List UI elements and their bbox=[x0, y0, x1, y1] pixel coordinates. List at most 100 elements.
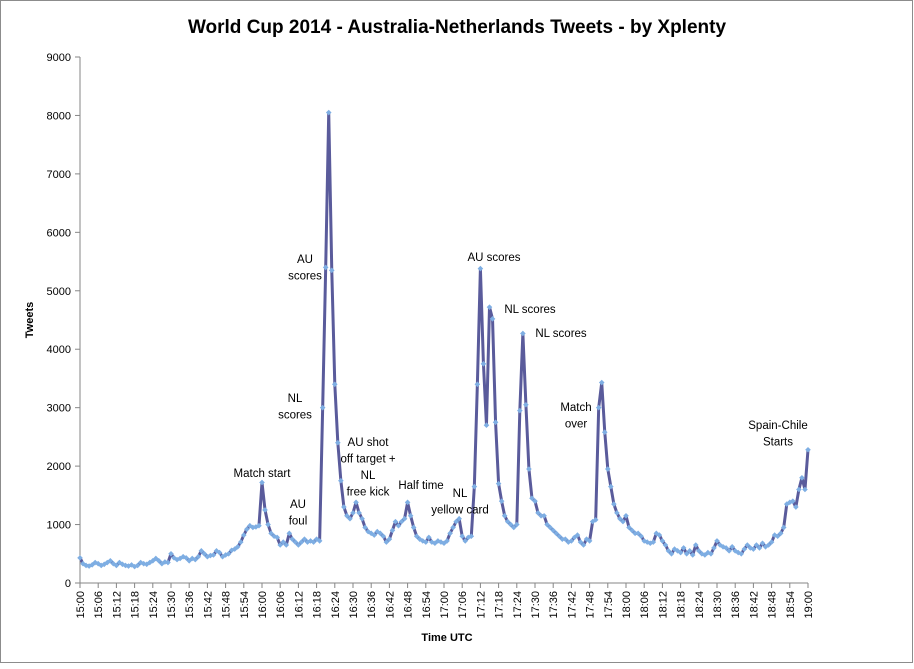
x-tick-label: 16:42 bbox=[384, 591, 396, 619]
data-point bbox=[423, 539, 429, 545]
x-tick-label: 16:18 bbox=[312, 591, 324, 619]
data-point bbox=[541, 512, 547, 519]
data-point bbox=[404, 499, 411, 506]
data-point bbox=[207, 552, 214, 559]
annotation: NL scores bbox=[535, 328, 587, 340]
data-point bbox=[350, 510, 356, 516]
data-point bbox=[359, 515, 365, 522]
x-tick-label: 15:12 bbox=[111, 591, 123, 619]
data-point bbox=[580, 542, 587, 548]
data-point bbox=[556, 533, 563, 540]
annotation: Match start bbox=[234, 468, 292, 480]
x-tick-label: 18:06 bbox=[639, 591, 651, 619]
y-tick-label: 5000 bbox=[47, 286, 71, 298]
data-point bbox=[547, 524, 553, 531]
x-tick-label: 17:30 bbox=[530, 591, 542, 619]
y-axis-title: Tweets bbox=[24, 302, 36, 338]
annotation: AU bbox=[297, 254, 313, 266]
data-point bbox=[650, 539, 657, 545]
data-point bbox=[611, 501, 617, 507]
data-point bbox=[459, 533, 465, 540]
x-tick-label: 15:54 bbox=[239, 591, 251, 619]
data-point bbox=[471, 483, 478, 490]
data-point bbox=[568, 538, 575, 544]
data-point bbox=[777, 530, 784, 537]
x-tick-label: 17:06 bbox=[457, 591, 469, 619]
data-point bbox=[265, 521, 271, 528]
data-point bbox=[614, 510, 620, 516]
data-point bbox=[514, 521, 520, 528]
x-tick-label: 18:48 bbox=[767, 591, 779, 619]
data-point bbox=[98, 562, 105, 569]
y-tick-label: 7000 bbox=[47, 169, 71, 181]
data-point bbox=[753, 542, 760, 548]
data-point bbox=[413, 533, 420, 540]
data-point bbox=[608, 483, 614, 490]
y-tick-label: 3000 bbox=[47, 403, 71, 415]
data-point bbox=[662, 542, 669, 548]
data-point bbox=[153, 555, 159, 562]
x-tick-label: 15:00 bbox=[75, 591, 87, 619]
data-point bbox=[759, 540, 766, 547]
data-point bbox=[192, 556, 199, 563]
data-point bbox=[256, 522, 262, 529]
data-point bbox=[498, 498, 505, 504]
data-point bbox=[128, 562, 135, 568]
data-point bbox=[586, 538, 593, 544]
annotation: Spain-Chile bbox=[748, 420, 807, 432]
data-point bbox=[680, 545, 687, 551]
data-point bbox=[768, 539, 775, 545]
data-point bbox=[171, 555, 177, 561]
data-point bbox=[802, 486, 808, 493]
data-point bbox=[283, 542, 290, 548]
data-point bbox=[344, 512, 350, 519]
data-point bbox=[380, 533, 387, 540]
data-point bbox=[538, 512, 544, 519]
annotation: Match bbox=[560, 402, 591, 414]
x-tick-label: 16:12 bbox=[293, 591, 305, 619]
data-point bbox=[553, 530, 560, 537]
data-point bbox=[398, 518, 405, 525]
data-point bbox=[234, 543, 241, 550]
data-point bbox=[292, 539, 299, 545]
data-point bbox=[216, 549, 223, 556]
data-point bbox=[796, 486, 802, 493]
data-point bbox=[626, 524, 632, 531]
data-point bbox=[665, 548, 672, 554]
data-point bbox=[468, 533, 475, 540]
data-point bbox=[744, 542, 751, 548]
data-point bbox=[529, 495, 535, 502]
data-point bbox=[747, 545, 754, 551]
data-point bbox=[517, 407, 523, 414]
data-point bbox=[592, 517, 599, 523]
data-point bbox=[137, 559, 144, 566]
x-tick-label: 18:30 bbox=[712, 591, 724, 619]
annotation: AU shot bbox=[348, 437, 390, 449]
data-point bbox=[116, 559, 123, 566]
data-point bbox=[146, 559, 153, 566]
x-tick-label: 17:00 bbox=[439, 591, 451, 619]
data-point bbox=[598, 379, 605, 386]
data-point bbox=[544, 521, 550, 528]
annotation: over bbox=[565, 419, 588, 431]
x-tick-label: 16:54 bbox=[421, 591, 433, 619]
data-point bbox=[134, 562, 141, 569]
x-tick-label: 17:12 bbox=[475, 591, 487, 619]
data-point bbox=[426, 534, 432, 541]
data-point bbox=[480, 361, 487, 367]
data-point bbox=[201, 550, 208, 557]
data-point bbox=[156, 557, 162, 564]
annotation: NL scores bbox=[504, 304, 556, 316]
data-point bbox=[262, 507, 268, 513]
data-point bbox=[222, 552, 229, 558]
x-tick-label: 18:42 bbox=[748, 591, 760, 619]
data-point bbox=[225, 550, 232, 557]
data-point bbox=[723, 545, 729, 551]
data-point bbox=[77, 555, 83, 561]
annotation: Starts bbox=[763, 437, 793, 449]
data-point bbox=[92, 559, 98, 566]
data-point bbox=[237, 539, 244, 545]
data-point bbox=[210, 552, 217, 558]
data-point bbox=[310, 539, 317, 545]
